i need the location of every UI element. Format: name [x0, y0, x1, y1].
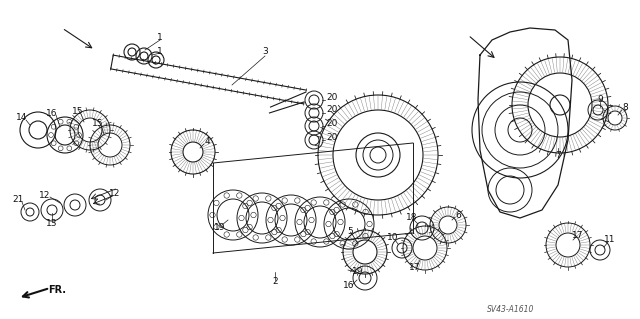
Text: SV43-A1610: SV43-A1610	[487, 305, 534, 314]
Text: 19: 19	[214, 222, 226, 232]
Text: 4: 4	[204, 137, 210, 146]
Text: 6: 6	[455, 211, 461, 219]
Text: 8: 8	[622, 103, 628, 113]
Text: 13: 13	[46, 219, 58, 228]
Text: 18: 18	[406, 213, 418, 222]
Text: 20: 20	[326, 106, 338, 115]
Text: 16: 16	[343, 280, 355, 290]
Text: 20: 20	[326, 118, 338, 128]
Text: 17: 17	[409, 263, 420, 272]
Text: 17: 17	[572, 231, 584, 240]
Text: 16: 16	[46, 108, 58, 117]
Text: 15: 15	[72, 108, 84, 116]
Text: 10: 10	[387, 234, 399, 242]
Text: 14: 14	[16, 114, 28, 122]
Text: 21: 21	[12, 196, 24, 204]
Text: 9: 9	[597, 95, 603, 105]
Text: 19: 19	[352, 268, 364, 277]
Text: 15: 15	[92, 118, 104, 128]
Text: FR.: FR.	[48, 285, 66, 295]
Text: 5: 5	[347, 227, 353, 236]
Text: 3: 3	[262, 48, 268, 56]
Text: 20: 20	[326, 93, 338, 101]
Text: 1: 1	[157, 48, 163, 56]
Text: 12: 12	[109, 189, 121, 198]
Text: 12: 12	[39, 190, 51, 199]
Text: 2: 2	[272, 278, 278, 286]
Text: 7: 7	[555, 151, 561, 160]
Text: 1: 1	[157, 33, 163, 42]
Text: 11: 11	[604, 235, 616, 244]
Text: 20: 20	[326, 132, 338, 142]
